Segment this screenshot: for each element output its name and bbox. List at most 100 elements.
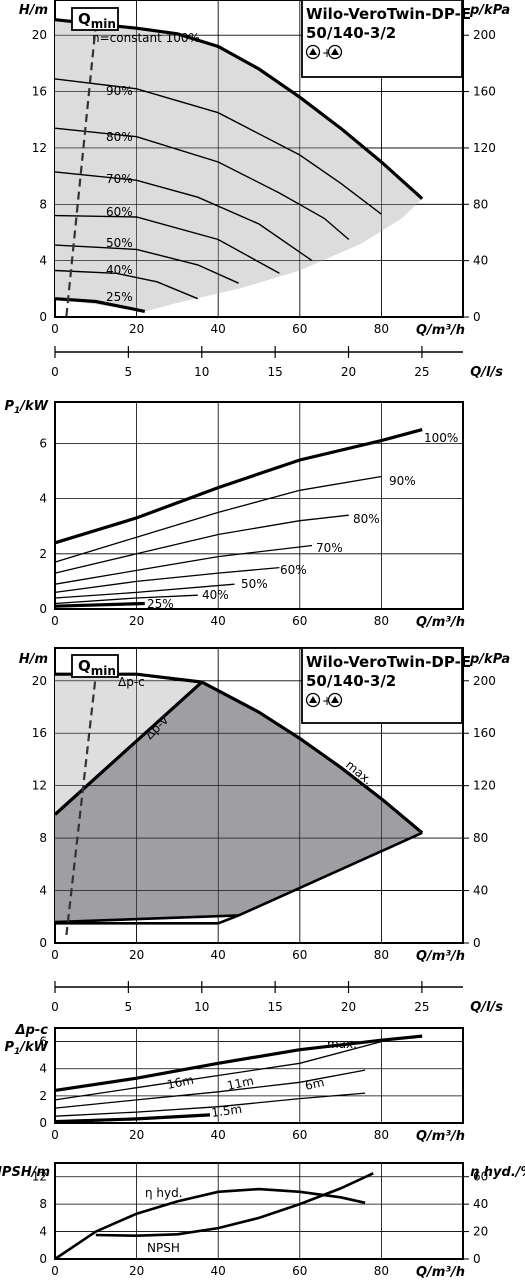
pump-icon-arrow: [331, 48, 339, 55]
min-curve: [55, 831, 423, 925]
lps-axis-bottom-tick: 5: [125, 1000, 133, 1014]
efficiency-curve: [54, 1187, 366, 1261]
power-label: 50%: [241, 577, 268, 591]
lps-axis-bottom-tick: 10: [194, 1000, 209, 1014]
dpv-curve: [53, 680, 203, 816]
h-speed-chart-y-tick: 16: [32, 85, 47, 99]
npsh-curve: [95, 1172, 374, 1238]
npsh-chart-y2-tick: 20: [473, 1225, 488, 1239]
qmin-line: [65, 24, 97, 317]
speed-label: 25%: [106, 290, 133, 304]
dp16-label: 16m: [166, 1073, 195, 1092]
power-label: 90%: [389, 474, 416, 488]
x-axis-label-q: Q/m³/h: [416, 1265, 465, 1280]
dpv-area: [55, 682, 423, 924]
power-chart-y-tick: 6: [39, 436, 47, 450]
h-speed-chart-y2-tick: 80: [473, 197, 488, 211]
control-power-curve-15m: [54, 1113, 211, 1124]
min-curve-upper: [54, 914, 239, 924]
h-speed-chart-y2-tick: 0: [473, 310, 481, 324]
control-chart-x-tick: 40: [211, 948, 226, 962]
y-axis-label-h: H/m: [19, 3, 48, 18]
h-speed-chart-x-tick: 20: [129, 322, 144, 336]
max-curve: [55, 672, 424, 835]
control-chart-x-tick: 0: [51, 948, 59, 962]
qmin-box-label: Qmin: [78, 657, 116, 678]
control-power-chart-x-tick: 80: [374, 1128, 389, 1142]
y-axis-label-p1: P1/kW: [4, 399, 48, 416]
npsh-chart-x-tick: 0: [51, 1264, 59, 1278]
dp6-label: 6m: [304, 1075, 326, 1093]
h-speed-chart-y-tick: 4: [39, 254, 47, 268]
control-power-chart-y-tick: 2: [39, 1089, 47, 1103]
qmin-box: [71, 7, 119, 31]
power-label: 40%: [202, 588, 229, 602]
control-chart-x-tick: 80: [374, 948, 389, 962]
npsh-chart-x-tick: 20: [129, 1264, 144, 1278]
speed-label: 90%: [106, 84, 133, 98]
model-box: [301, 647, 463, 724]
h-speed-chart-y2-tick: 160: [473, 85, 496, 99]
power-curve-90: [54, 475, 382, 563]
speed-label: 60%: [106, 205, 133, 219]
speed-curve-70: [54, 171, 313, 262]
dp11-label: 11m: [226, 1074, 255, 1093]
control-power-curve-16m: [54, 1040, 382, 1101]
control-chart-y-tick: 16: [32, 726, 47, 740]
model-box: [301, 0, 463, 78]
h-speed-chart-y2-tick: 40: [473, 254, 488, 268]
h-speed-chart-y2-tick: 200: [473, 28, 496, 42]
control-chart-x-tick: 20: [129, 948, 144, 962]
power-curve-60: [54, 566, 280, 594]
npsh-chart-x-tick: 80: [374, 1264, 389, 1278]
power-curve-40: [54, 594, 198, 605]
control-chart-x-tick: 60: [292, 948, 307, 962]
control-power-chart-x-tick: 60: [292, 1128, 307, 1142]
control-chart-y-tick: 8: [39, 831, 47, 845]
npsh-chart-x-tick: 40: [211, 1264, 226, 1278]
power-label: 80%: [353, 512, 380, 526]
pump-icon-arrow: [309, 48, 317, 55]
control-power-chart-y-tick: 0: [39, 1116, 47, 1130]
efficiency-label: η hyd.: [145, 1186, 183, 1200]
h-speed-chart-y-tick: 20: [32, 28, 47, 42]
npsh-chart-y2-tick: 0: [473, 1252, 481, 1266]
operating-range-area: [55, 19, 423, 312]
speed-label: 70%: [106, 172, 133, 186]
h-speed-chart-y2-tick: 120: [473, 141, 496, 155]
qmin-box: [71, 654, 119, 678]
npsh-label: NPSH: [147, 1241, 180, 1255]
control-chart-y-tick: 0: [39, 936, 47, 950]
npsh-chart-y-tick: 8: [39, 1197, 47, 1211]
control-chart-y2-tick: 0: [473, 936, 481, 950]
model-name: Wilo-VeroTwin-DP-E: [306, 5, 471, 23]
npsh-chart-y-tick: 4: [39, 1225, 47, 1239]
lps-axis-top-tick: 25: [414, 365, 429, 379]
control-power-chart-x-tick: 40: [211, 1128, 226, 1142]
power-curve-25: [54, 601, 145, 608]
h-speed-chart-x-tick: 40: [211, 322, 226, 336]
max-power-label: max.: [327, 1037, 357, 1051]
x-axis-label-q: Q/m³/h: [416, 615, 465, 630]
lps-axis-bottom-label: Q/l/s: [470, 1000, 503, 1015]
power-curve-70: [54, 544, 313, 585]
control-power-curve-max: [54, 1034, 423, 1092]
npsh-chart-y2-tick: 40: [473, 1197, 488, 1211]
speed-curve-60: [54, 214, 280, 274]
dpc-label: Δp-c: [118, 675, 145, 689]
qmin-line: [65, 674, 97, 936]
control-power-chart-x-tick: 0: [51, 1128, 59, 1142]
lps-axis-top-tick: 20: [341, 365, 356, 379]
h-speed-chart-y-tick: 8: [39, 197, 47, 211]
speed-curve-90: [54, 78, 382, 215]
y-axis-label-p: p/kPa: [469, 3, 510, 18]
speed-curve-40: [54, 269, 199, 300]
power-chart-x-tick: 0: [51, 614, 59, 628]
power-label: 25%: [147, 597, 174, 611]
power-curve-80: [54, 514, 349, 574]
control-power-chart-frame: [54, 1027, 464, 1124]
power-chart-y-tick: 4: [39, 492, 47, 506]
npsh-chart-y2-tick: 60: [473, 1170, 488, 1184]
pump-plus: +: [322, 694, 332, 708]
